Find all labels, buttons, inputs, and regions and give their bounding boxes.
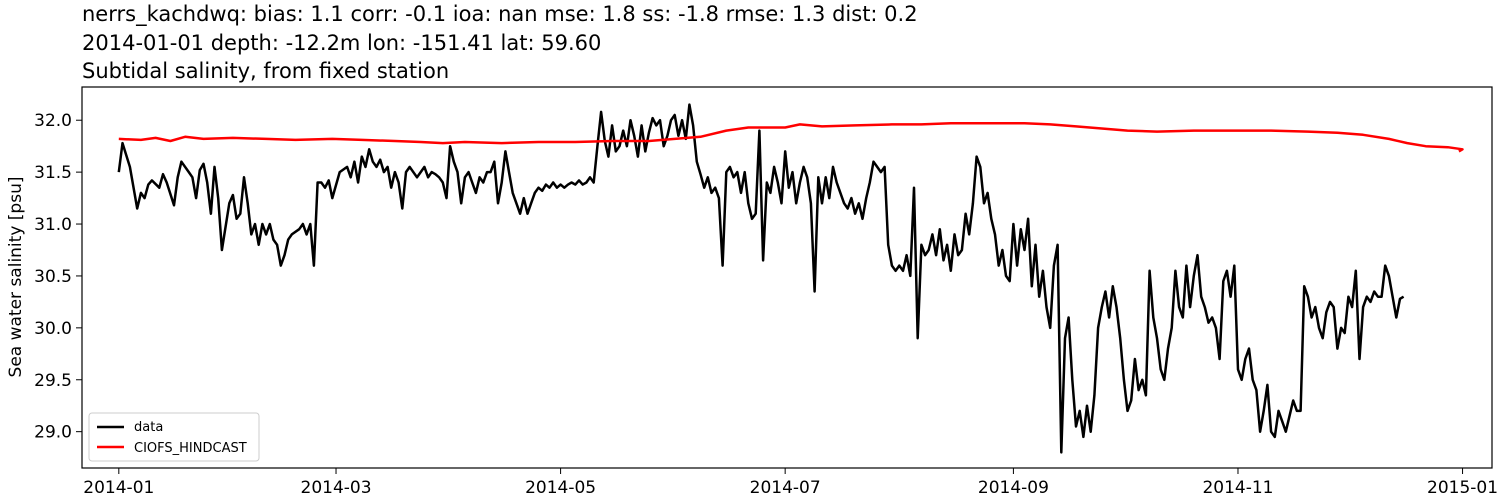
legend-label-ciofs-hindcast: CIOFS_HINDCAST: [134, 441, 247, 456]
chart-title-line-2: 2014-01-01 depth: -12.2m lon: -151.41 la…: [82, 31, 601, 55]
plot-area-frame: [81, 86, 1493, 469]
y-axis-label: Sea water salinity [psu]: [6, 177, 26, 378]
series-line-ciofs-hindcast: [118, 122, 1464, 153]
legend-label-data: data: [134, 420, 163, 435]
y-tick-label: 31.5: [34, 163, 72, 183]
x-tick-label: 2015-01: [1427, 478, 1498, 498]
x-tick-label: 2014-01: [83, 478, 154, 498]
series-line-data: [117, 103, 1405, 454]
chart-title-line-3: Subtidal salinity, from fixed station: [82, 59, 449, 83]
x-tick-label: 2014-07: [750, 478, 821, 498]
y-tick-label: 32.0: [34, 111, 72, 131]
chart-title-line-1: nerrs_kachdwq: bias: 1.1 corr: -0.1 ioa:…: [82, 2, 918, 27]
y-tick-label: 30.0: [34, 319, 72, 339]
y-tick-label: 29.0: [34, 423, 72, 443]
y-axis: 29.0 29.5 30.0 30.5 31.0 31.5 32.0: [34, 111, 82, 443]
y-tick-label: 31.0: [34, 215, 72, 235]
legend: data CIOFS_HINDCAST: [88, 412, 260, 462]
x-tick-label: 2014-03: [301, 478, 372, 498]
legend-box: [88, 412, 260, 462]
x-axis: 2014-01 2014-03 2014-05 2014-07 2014-09 2014-…: [83, 468, 1498, 498]
y-tick-label: 30.5: [34, 267, 72, 287]
x-tick-label: 2014-11: [1202, 478, 1273, 498]
x-tick-label: 2014-09: [978, 478, 1049, 498]
y-tick-label: 29.5: [34, 371, 72, 391]
series-layer: [117, 103, 1464, 454]
x-tick-label: 2014-05: [525, 478, 596, 498]
